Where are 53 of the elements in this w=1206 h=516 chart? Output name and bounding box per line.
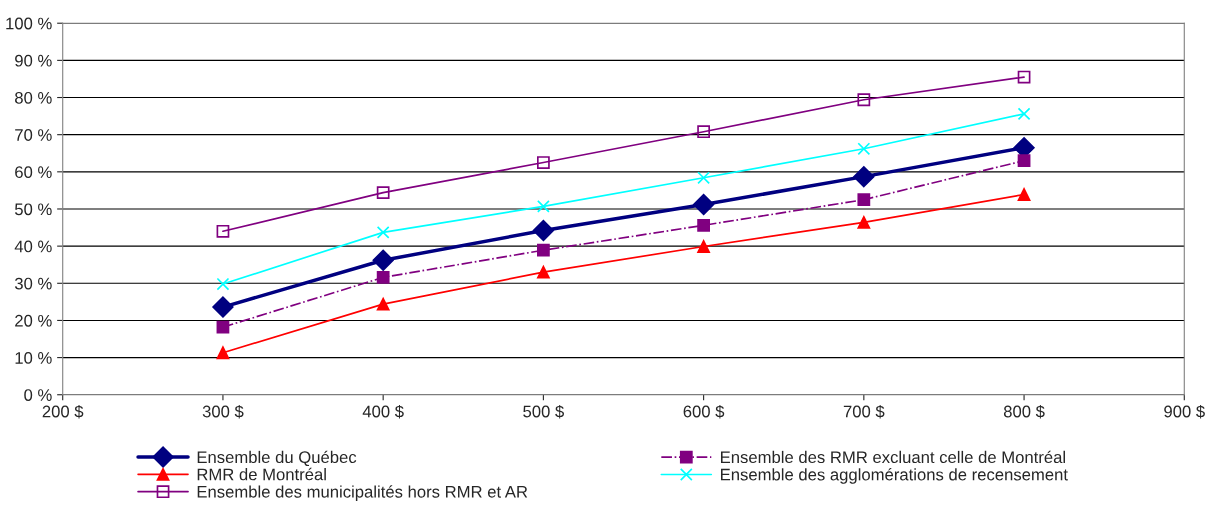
point — [1017, 107, 1031, 121]
y-tick-label: 30 % — [14, 277, 52, 290]
point — [1017, 154, 1031, 168]
y-tick-label: 0 % — [24, 389, 52, 401]
point — [376, 225, 390, 239]
point — [692, 193, 715, 216]
point — [372, 249, 394, 271]
point — [376, 186, 390, 200]
point — [857, 215, 871, 229]
point — [216, 320, 230, 334]
legend-label: Ensemble des agglomérations de recensement — [721, 468, 1068, 484]
point — [212, 296, 234, 318]
point — [216, 277, 230, 291]
y-tick-label: 50 % — [14, 203, 52, 216]
point — [536, 243, 550, 257]
y-tick-label: 70 % — [15, 129, 52, 141]
y-tick-label: 20 % — [15, 314, 52, 327]
y-tick-label: 60 % — [15, 166, 52, 179]
point — [857, 142, 871, 156]
legend-label: RMR de Montréal — [197, 467, 326, 481]
x-tick-label: 200 $ — [42, 404, 84, 419]
legend-label: Ensemble du Québec — [197, 450, 357, 467]
point — [1017, 188, 1031, 201]
point — [532, 219, 555, 242]
point — [857, 193, 871, 207]
x-tick-label: 300 $ — [202, 404, 244, 419]
point — [536, 199, 550, 213]
point — [697, 125, 711, 139]
y-tick-label: 100 % — [6, 17, 52, 30]
point — [697, 240, 711, 253]
point — [216, 346, 230, 360]
point — [1017, 70, 1031, 84]
point — [536, 265, 550, 279]
x-tick-label: 800 $ — [1003, 404, 1045, 419]
y-tick-label: 90 % — [15, 54, 52, 67]
point — [536, 156, 550, 169]
x-tick-label: 500 $ — [523, 404, 564, 419]
point — [697, 171, 711, 185]
point — [216, 224, 230, 238]
y-tick-label: 40 % — [14, 240, 52, 253]
x-tick-label: 900 $ — [1164, 404, 1205, 419]
x-tick-label: 700 $ — [843, 404, 885, 419]
point — [857, 93, 871, 107]
legend-label: Ensemble des municipalités hors RMR et AR — [197, 485, 528, 501]
point — [853, 166, 875, 188]
y-tick-label: 80 % — [15, 91, 52, 104]
x-tick-label: 600 $ — [683, 404, 725, 419]
x-tick-label: 400 $ — [362, 404, 404, 419]
y-tick-label: 10 % — [15, 351, 52, 364]
legend-label: Ensemble des RMR excluant celle de Montréal — [721, 450, 1065, 464]
point — [697, 218, 711, 232]
point — [376, 297, 390, 311]
point — [376, 270, 390, 284]
